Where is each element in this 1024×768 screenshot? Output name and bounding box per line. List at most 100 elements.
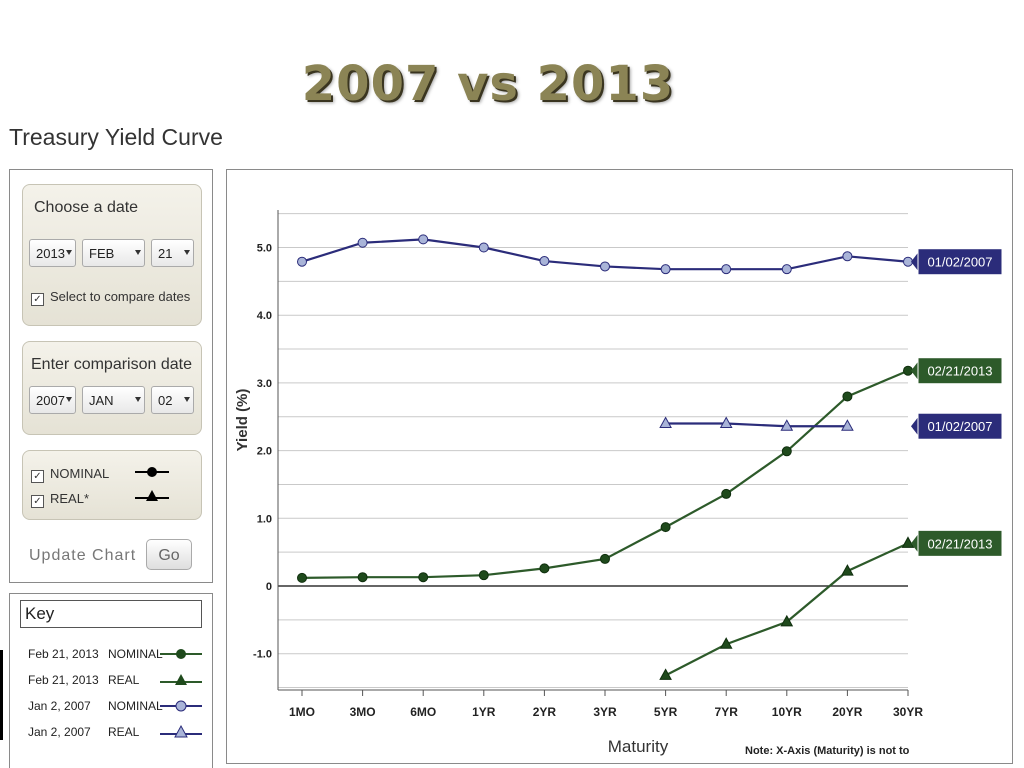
comparison-year-select[interactable]: 2007 bbox=[29, 386, 76, 414]
data-point bbox=[719, 416, 733, 429]
compare-dates-checkbox[interactable]: ✓ bbox=[31, 293, 44, 306]
choose-date-box: Choose a date 2013 FEB 21 ✓ Select to com… bbox=[22, 184, 202, 326]
series-line bbox=[665, 422, 848, 428]
year-select[interactable]: 2013 bbox=[29, 239, 76, 267]
series-label-box bbox=[917, 529, 1003, 557]
data-point bbox=[780, 614, 794, 627]
key-date: Jan 2, 2007 bbox=[28, 699, 91, 713]
data-point bbox=[418, 572, 429, 583]
comparison-month-value: JAN bbox=[89, 393, 114, 408]
series-line bbox=[665, 542, 909, 677]
data-point bbox=[781, 264, 792, 275]
data-point bbox=[781, 446, 792, 457]
y-tick-label: 0 bbox=[266, 581, 272, 593]
data-point bbox=[660, 264, 671, 275]
y-tick-label: -1.0 bbox=[253, 649, 272, 661]
x-tick-label: 5YR bbox=[654, 705, 678, 719]
month-select[interactable]: FEB bbox=[82, 239, 145, 267]
series-label-text: 01/02/2007 bbox=[927, 255, 992, 270]
data-point bbox=[297, 256, 307, 267]
y-tick-label: 5.0 bbox=[257, 243, 272, 255]
compare-dates-checkbox-row[interactable]: ✓ Select to compare dates bbox=[31, 289, 190, 306]
key-date: Feb 21, 2013 bbox=[28, 647, 99, 661]
data-point bbox=[357, 237, 368, 248]
key-line-icon bbox=[160, 674, 202, 685]
series-label-pointer bbox=[911, 417, 918, 436]
data-point bbox=[841, 564, 854, 576]
nominal-line-icon bbox=[135, 467, 169, 477]
year-value: 2013 bbox=[36, 246, 65, 261]
key-line-icon bbox=[160, 700, 202, 712]
key-type: REAL bbox=[108, 725, 140, 739]
x-axis-title: Maturity bbox=[608, 737, 669, 756]
x-tick-label: 3YR bbox=[593, 705, 617, 719]
series-label-text: 01/02/2007 bbox=[927, 419, 992, 434]
x-tick-label: 7YR bbox=[715, 705, 739, 719]
comparison-day-value: 02 bbox=[158, 393, 173, 408]
data-point bbox=[297, 572, 307, 583]
data-point bbox=[780, 419, 794, 431]
chevron-down-icon bbox=[135, 250, 141, 255]
data-point bbox=[357, 572, 368, 583]
key-panel: Key Feb 21, 2013 NOMINAL Feb 21, 2013 RE… bbox=[9, 593, 213, 768]
real-checkbox-row[interactable]: ✓ REAL* bbox=[31, 491, 89, 508]
x-tick-label: 1YR bbox=[472, 705, 496, 719]
data-point bbox=[659, 416, 672, 429]
edge-bar bbox=[0, 650, 3, 740]
x-tick-label: 20YR bbox=[832, 705, 862, 719]
compare-dates-label: Select to compare dates bbox=[50, 289, 191, 304]
data-point bbox=[539, 563, 550, 574]
axes: -1.0 0 1.0 2.0 3.0 4.0 5.0 1MO 3MO 6MO 1YR 2YR 3YR 5Y… bbox=[253, 210, 923, 719]
choose-date-title: Choose a date bbox=[34, 199, 139, 216]
comparison-date-title: Enter comparison date bbox=[31, 356, 192, 373]
data-point bbox=[659, 668, 672, 680]
series-label-pointer bbox=[911, 361, 918, 380]
nominal-checkbox[interactable]: ✓ bbox=[31, 470, 44, 483]
key-type: NOMINAL bbox=[108, 647, 163, 661]
x-tick-label: 2YR bbox=[533, 705, 557, 719]
chevron-down-icon bbox=[66, 397, 72, 402]
app-title: Treasury Yield Curve bbox=[9, 124, 223, 150]
comparison-month-select[interactable]: JAN bbox=[82, 386, 145, 414]
data-point bbox=[418, 234, 429, 245]
grid-lines bbox=[278, 213, 908, 689]
y-axis-title: Yield (%) bbox=[234, 389, 251, 452]
key-date: Jan 2, 2007 bbox=[28, 725, 91, 739]
data-point bbox=[721, 488, 732, 499]
data-point bbox=[660, 522, 671, 533]
nominal-label: NOMINAL bbox=[50, 466, 110, 481]
data-point bbox=[539, 256, 550, 267]
data-point bbox=[721, 264, 732, 275]
real-checkbox[interactable]: ✓ bbox=[31, 495, 44, 508]
comparison-day-select[interactable]: 02 bbox=[151, 386, 194, 414]
real-label: REAL* bbox=[50, 491, 90, 506]
series-label-box bbox=[917, 412, 1003, 440]
nominal-checkbox-row[interactable]: ✓ NOMINAL bbox=[31, 466, 109, 483]
chevron-down-icon bbox=[184, 397, 190, 402]
chevron-down-icon bbox=[184, 250, 190, 255]
data-point bbox=[600, 261, 610, 272]
month-value: FEB bbox=[89, 246, 115, 261]
day-select[interactable]: 21 bbox=[151, 239, 194, 267]
data-point bbox=[842, 391, 853, 402]
series-label-box bbox=[917, 248, 1003, 276]
chevron-down-icon bbox=[135, 397, 141, 402]
series-label-text: 02/21/2013 bbox=[927, 536, 992, 551]
y-tick-label: 3.0 bbox=[257, 378, 272, 390]
key-type: REAL bbox=[108, 673, 140, 687]
chevron-down-icon bbox=[66, 250, 72, 255]
y-tick-label: 1.0 bbox=[257, 513, 272, 525]
comparison-year-value: 2007 bbox=[36, 393, 65, 408]
data-point bbox=[478, 242, 489, 253]
key-line-icon bbox=[160, 649, 202, 659]
y-tick-label: 2.0 bbox=[257, 446, 272, 458]
data-point bbox=[719, 637, 733, 649]
data-point bbox=[901, 536, 915, 548]
real-line-icon bbox=[135, 490, 169, 501]
key-date: Feb 21, 2013 bbox=[28, 673, 99, 687]
day-value: 21 bbox=[158, 246, 173, 261]
series-label-pointer bbox=[911, 534, 918, 553]
series-label-text: 02/21/2013 bbox=[927, 364, 992, 379]
go-button[interactable]: Go bbox=[146, 539, 192, 570]
